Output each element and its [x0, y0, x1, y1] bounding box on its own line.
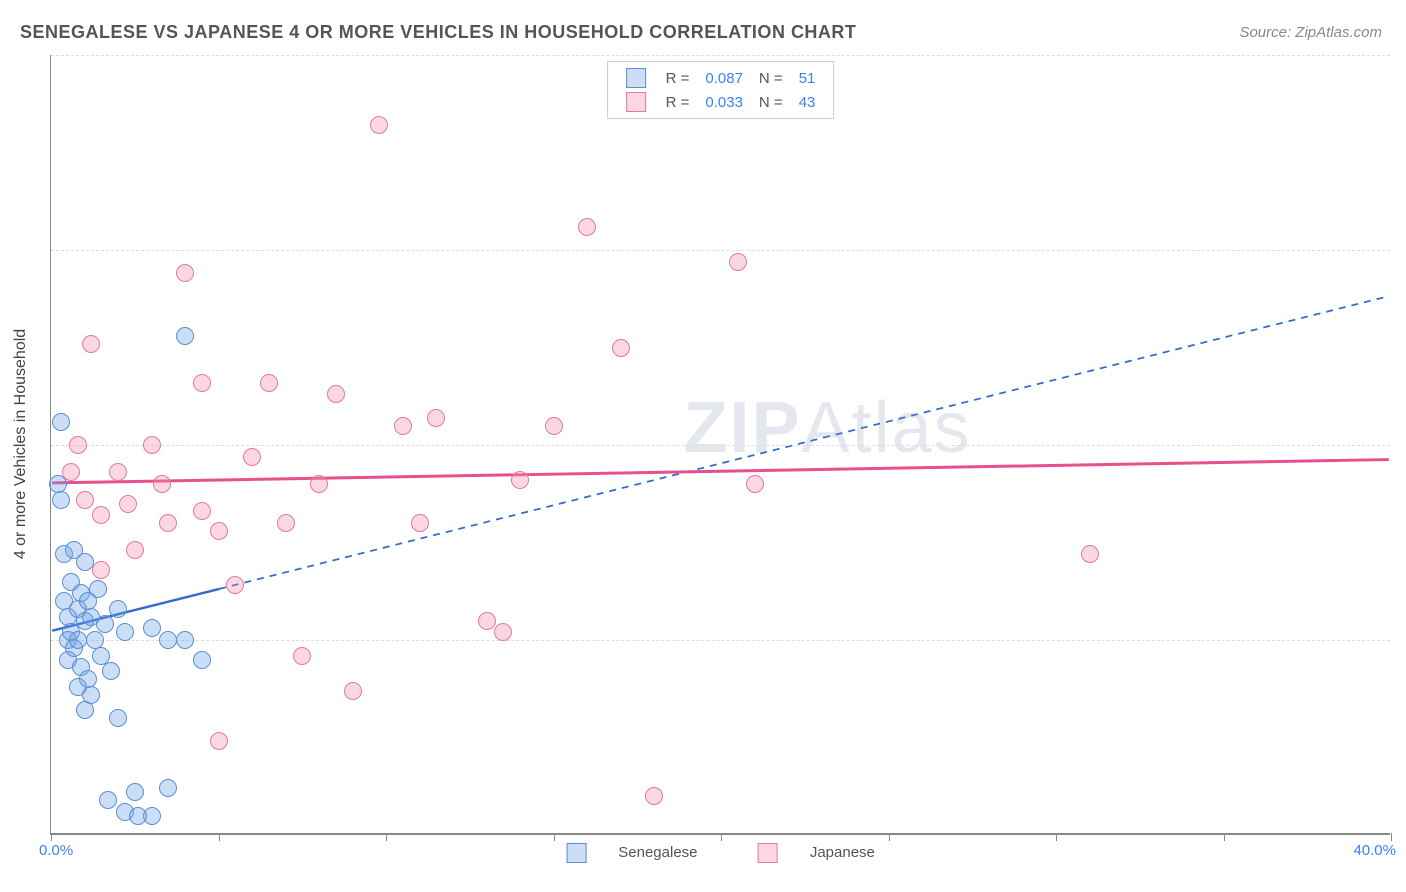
data-point	[327, 385, 345, 403]
data-point	[1081, 545, 1099, 563]
correlation-legend: R =0.087 N =51 R =0.033 N =43	[607, 61, 835, 119]
data-point	[143, 619, 161, 637]
legend-row-senegalese: R =0.087 N =51	[618, 66, 824, 90]
data-point	[143, 807, 161, 825]
data-point	[82, 686, 100, 704]
data-point	[92, 561, 110, 579]
data-point	[193, 502, 211, 520]
y-tick-label: 20.0%	[1396, 47, 1406, 64]
series-label-japanese: Japanese	[810, 844, 875, 861]
data-point	[729, 253, 747, 271]
data-point	[176, 264, 194, 282]
x-tick	[889, 833, 890, 841]
x-axis-origin-label: 0.0%	[39, 842, 73, 859]
data-point	[226, 576, 244, 594]
data-point	[511, 471, 529, 489]
data-point	[159, 779, 177, 797]
x-tick	[721, 833, 722, 841]
gridline	[51, 250, 1390, 251]
y-tick-label: 15.0%	[1396, 242, 1406, 259]
watermark: ZIPAtlas	[684, 387, 972, 469]
chart-title: SENEGALESE VS JAPANESE 4 OR MORE VEHICLE…	[20, 22, 856, 43]
data-point	[52, 413, 70, 431]
swatch-senegalese	[626, 68, 646, 88]
source-attribution: Source: ZipAtlas.com	[1239, 24, 1382, 41]
data-point	[578, 218, 596, 236]
x-tick	[1391, 833, 1392, 841]
gridline	[51, 55, 1390, 56]
y-axis-title: 4 or more Vehicles in Household	[12, 329, 30, 559]
data-point	[612, 339, 630, 357]
x-tick	[1056, 833, 1057, 841]
series-label-senegalese: Senegalese	[618, 844, 697, 861]
data-point	[119, 495, 137, 513]
data-point	[277, 514, 295, 532]
data-point	[126, 541, 144, 559]
series-legend: Senegalese Japanese	[538, 843, 903, 863]
data-point	[176, 631, 194, 649]
data-point	[176, 327, 194, 345]
data-point	[96, 615, 114, 633]
swatch-senegalese-bottom	[566, 843, 586, 863]
data-point	[260, 374, 278, 392]
y-tick-label: 5.0%	[1396, 632, 1406, 649]
data-point	[159, 631, 177, 649]
data-point	[193, 651, 211, 669]
data-point	[109, 463, 127, 481]
data-point	[370, 116, 388, 134]
data-point	[411, 514, 429, 532]
data-point	[109, 600, 127, 618]
data-point	[746, 475, 764, 493]
data-point	[52, 491, 70, 509]
data-point	[193, 374, 211, 392]
data-point	[394, 417, 412, 435]
gridline	[51, 640, 1390, 641]
data-point	[645, 787, 663, 805]
legend-row-japanese: R =0.033 N =43	[618, 90, 824, 114]
data-point	[344, 682, 362, 700]
x-tick	[1224, 833, 1225, 841]
data-point	[210, 522, 228, 540]
scatter-plot-area: 4 or more Vehicles in Household ZIPAtlas…	[50, 55, 1390, 835]
data-point	[62, 463, 80, 481]
x-axis-max-label: 40.0%	[1353, 842, 1396, 859]
data-point	[82, 335, 100, 353]
data-point	[76, 491, 94, 509]
data-point	[126, 783, 144, 801]
data-point	[143, 436, 161, 454]
data-point	[102, 662, 120, 680]
swatch-japanese	[626, 92, 646, 112]
data-point	[243, 448, 261, 466]
swatch-japanese-bottom	[758, 843, 778, 863]
data-point	[293, 647, 311, 665]
data-point	[210, 732, 228, 750]
data-point	[116, 623, 134, 641]
data-point	[153, 475, 171, 493]
data-point	[69, 631, 87, 649]
data-point	[109, 709, 127, 727]
gridline	[51, 445, 1390, 446]
trend-lines	[51, 55, 1390, 833]
data-point	[99, 791, 117, 809]
data-point	[494, 623, 512, 641]
x-tick	[51, 833, 52, 841]
data-point	[310, 475, 328, 493]
data-point	[545, 417, 563, 435]
x-tick	[554, 833, 555, 841]
data-point	[69, 436, 87, 454]
data-point	[427, 409, 445, 427]
x-tick	[386, 833, 387, 841]
data-point	[76, 553, 94, 571]
data-point	[478, 612, 496, 630]
data-point	[92, 506, 110, 524]
data-point	[76, 701, 94, 719]
data-point	[89, 580, 107, 598]
x-tick	[219, 833, 220, 841]
data-point	[159, 514, 177, 532]
y-tick-label: 10.0%	[1396, 437, 1406, 454]
